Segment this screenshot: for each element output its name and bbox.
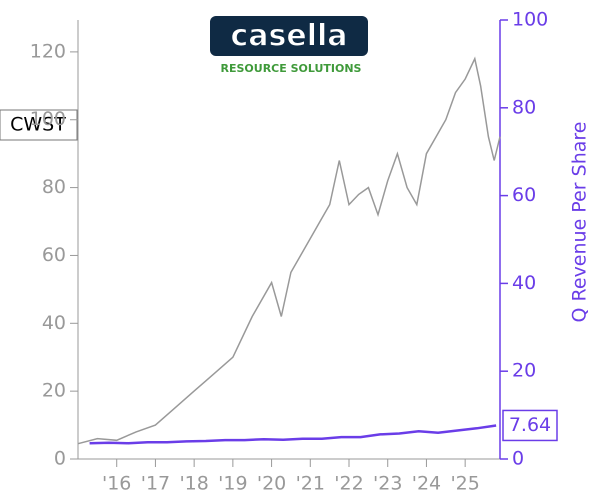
logo-badge bbox=[210, 16, 368, 56]
last-value-box bbox=[502, 409, 558, 442]
logo-name: casella bbox=[230, 19, 347, 54]
y2-tick-label: 100 bbox=[512, 9, 548, 31]
x-tick-label: '16 bbox=[102, 473, 131, 495]
x-tick-label: '25 bbox=[450, 473, 479, 495]
x-tick-label: '21 bbox=[296, 473, 325, 495]
y-tick-label: 120 bbox=[30, 40, 66, 62]
x-tick-label: '17 bbox=[141, 473, 170, 495]
series-line bbox=[89, 424, 497, 445]
y2-tick-label: 0 bbox=[512, 448, 524, 470]
y2-tick-label: 40 bbox=[512, 272, 536, 294]
logo-tagline: RESOURCE SOLUTIONS bbox=[221, 62, 362, 75]
y2-tick-label: 60 bbox=[512, 184, 536, 206]
y-tick-label: 60 bbox=[42, 244, 66, 266]
y-tick-label: 0 bbox=[54, 448, 66, 470]
last-value-label: 7.64 bbox=[509, 414, 551, 436]
x-tick-label: '22 bbox=[334, 473, 363, 495]
x-tick-label: '18 bbox=[179, 473, 208, 495]
y2-tick-label: 80 bbox=[512, 96, 536, 118]
series-line bbox=[77, 56, 501, 445]
y2-axis-title: Q Revenue Per Share bbox=[569, 122, 591, 323]
y-tick-label: 100 bbox=[30, 108, 66, 130]
ticker-box bbox=[0, 109, 78, 141]
y-tick-label: 40 bbox=[42, 312, 66, 334]
y-tick-label: 20 bbox=[42, 380, 66, 402]
x-tick-label: '19 bbox=[218, 473, 247, 495]
x-tick-label: '24 bbox=[412, 473, 441, 495]
y2-tick-label: 20 bbox=[512, 360, 536, 382]
y-tick-label: 80 bbox=[42, 176, 66, 198]
x-tick-label: '20 bbox=[257, 473, 286, 495]
x-tick-label: '23 bbox=[373, 473, 402, 495]
ticker-label: CWST bbox=[10, 114, 66, 136]
